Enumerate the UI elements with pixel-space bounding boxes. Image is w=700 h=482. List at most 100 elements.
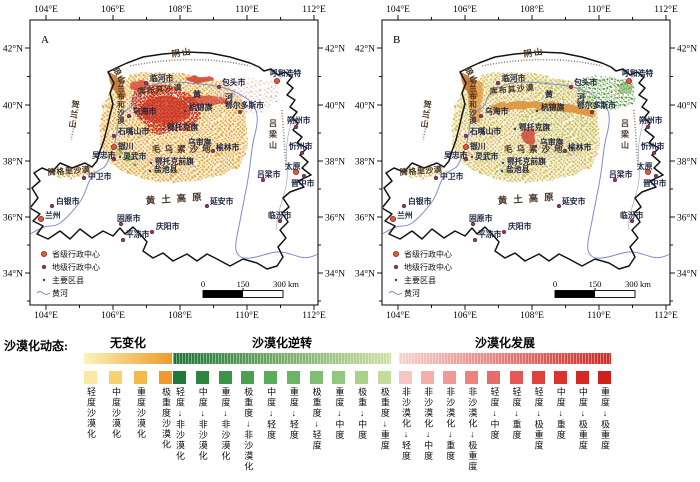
legend-class-item: 非沙漠化↓极重度 xyxy=(465,371,479,472)
city-label: 鄂托克前旗 xyxy=(507,156,546,166)
city-label: 兰州 xyxy=(45,210,61,220)
y-axis-label-right: 42°N xyxy=(325,44,345,55)
legend-class-swatch xyxy=(355,371,369,384)
terrain-label: 河 xyxy=(577,92,585,102)
legend-class-label: 非沙漠化↓重度 xyxy=(445,387,456,462)
legend-class-item: 重度↓非沙漠化 xyxy=(218,371,232,472)
legend-class-label: 极重度↓重度 xyxy=(379,387,390,451)
city-dot-provincial xyxy=(462,143,470,151)
legend-class-label: 轻度沙漠化 xyxy=(86,387,96,440)
city-label: 朔州市 xyxy=(287,115,311,125)
city-label: 吕梁市 xyxy=(609,169,633,179)
y-axis-label-right: 34°N xyxy=(325,269,345,280)
panel-a-annotations: 104°E 104°E 106°E 106°E 108°E 108°E 110°E 110°E… xyxy=(3,4,345,321)
legend-items-no-change: 轻度沙漠化 中度沙漠化 重度沙漠化 极重度沙漠化 xyxy=(84,371,172,450)
city-dot-prefecture xyxy=(612,177,618,183)
legend-class-swatch xyxy=(575,371,589,384)
legend-class-label: 重度↓极重度 xyxy=(599,387,610,451)
city-label: 鄂托克前旗 xyxy=(155,156,194,166)
y-axis-label-right: 36°N xyxy=(677,213,697,224)
legend-class-item: 轻度↓非沙漠化 xyxy=(173,371,186,472)
legend-class-item: 轻度↓中度 xyxy=(487,371,501,472)
city-dot-prefecture xyxy=(49,203,55,209)
legend-class-label: 轻度↓极重度 xyxy=(533,387,544,451)
legend-class-swatch xyxy=(134,371,147,384)
city-dot-prefecture xyxy=(562,148,568,154)
x-axis-label-bottom: 108°E xyxy=(520,310,544,321)
city-dot-prefecture xyxy=(501,229,507,235)
city-dot-prefecture xyxy=(478,113,484,119)
terrain-label: 阴山 xyxy=(523,46,545,59)
city-dot-prefecture xyxy=(651,150,657,156)
city-label: 平凉市 xyxy=(126,229,150,239)
y-axis-label-left: 36°N xyxy=(3,213,23,224)
city-label: 杭锦旗 xyxy=(541,102,565,112)
city-dot-prefecture xyxy=(111,156,117,162)
x-axis-label-top: 108°E xyxy=(168,4,192,15)
legend-group-header: 无变化 xyxy=(109,336,146,350)
legend-class-swatch xyxy=(509,371,523,384)
x-axis-label-bottom: 106°E xyxy=(453,310,477,321)
legend-label: 省级行政中心 xyxy=(404,249,452,259)
legend-class-label: 重度沙漠化 xyxy=(136,387,146,440)
scalebar-filled-half xyxy=(203,290,243,298)
city-label: 固原市 xyxy=(469,213,493,223)
legend-class-label: 极重度沙漠化 xyxy=(161,387,171,450)
legend-class-label: 极重↓中度 xyxy=(357,387,368,441)
y-axis-label-left: 38°N xyxy=(355,157,375,168)
city-label: 白银市 xyxy=(408,196,432,206)
legend-group-header: 沙漠化逆转 xyxy=(251,336,312,350)
legend-marker-provincial xyxy=(40,250,48,258)
scalebar-label: 300 km xyxy=(625,279,651,289)
x-axis-label-bottom: 106°E xyxy=(101,310,125,321)
city-label: 榆林市 xyxy=(568,142,592,152)
legend-class-label: 中度↓重度 xyxy=(555,387,566,441)
city-label: 吕梁市 xyxy=(257,169,281,179)
legend-class-item: 轻度沙漠化 xyxy=(84,371,97,450)
legend-class-item: 中度↓轻度 xyxy=(264,371,278,472)
gradient-bar-reversal xyxy=(173,353,391,364)
city-label: 呼和浩特 xyxy=(270,68,301,78)
x-axis-label-top: 108°E xyxy=(520,4,544,15)
scalebar-label: 300 km xyxy=(273,279,299,289)
legend-label: 主要区县 xyxy=(52,275,84,285)
city-dot-county xyxy=(501,161,505,165)
city-label: 吴忠市 xyxy=(92,150,116,160)
city-dot-prefecture xyxy=(653,173,659,179)
city-dot-county xyxy=(470,155,474,159)
panel-letter: A xyxy=(41,34,49,46)
city-label: 乌海市 xyxy=(485,106,509,116)
terrain-label: 腾格里沙漠 xyxy=(46,164,91,177)
legend-class-swatch xyxy=(487,371,501,384)
yinshan-ridge xyxy=(481,58,603,67)
city-label: 延安市 xyxy=(209,196,234,206)
city-dot-provincial xyxy=(644,168,652,176)
legend-class-label: 轻度↓非沙漠化 xyxy=(175,387,185,462)
city-label: 中卫市 xyxy=(88,171,112,181)
legend-marker-prefecture xyxy=(41,264,47,270)
city-label: 庆阳市 xyxy=(507,221,532,231)
legend-class-label: 非沙漠化↓中度 xyxy=(423,387,434,462)
city-dot-prefecture xyxy=(260,177,266,183)
map-panel-a: A 104°E 104°E 106°E 106°E 108°E 108°E 110°E 110… xyxy=(3,4,345,321)
y-axis-label-left: 40°N xyxy=(355,101,375,112)
city-label: 延安市 xyxy=(561,196,586,206)
city-dot-prefecture xyxy=(299,150,305,156)
y-axis-label-left: 42°N xyxy=(3,44,23,55)
legend-class-label: 非沙漠化↓极重度 xyxy=(467,387,478,472)
city-dot-county xyxy=(161,127,165,131)
legend-label: 省级行政中心 xyxy=(52,249,100,259)
terrain-label: 贺兰山 xyxy=(67,98,80,129)
yellow-river-line xyxy=(30,81,318,259)
y-axis-label-right: 38°N xyxy=(677,157,697,168)
city-dot-prefecture xyxy=(111,133,117,139)
legend-marker-prefecture xyxy=(393,264,399,270)
terrain-label: 腾格里沙漠 xyxy=(398,164,443,177)
y-axis-label-left: 34°N xyxy=(355,269,375,280)
legend-marker-county xyxy=(394,278,398,282)
legend-marker-river xyxy=(36,291,51,295)
legend-class-swatch xyxy=(218,371,232,384)
city-label: 呼和浩特 xyxy=(622,68,653,78)
city-dot-provincial xyxy=(110,143,118,151)
city-label: 庆阳市 xyxy=(155,221,180,231)
